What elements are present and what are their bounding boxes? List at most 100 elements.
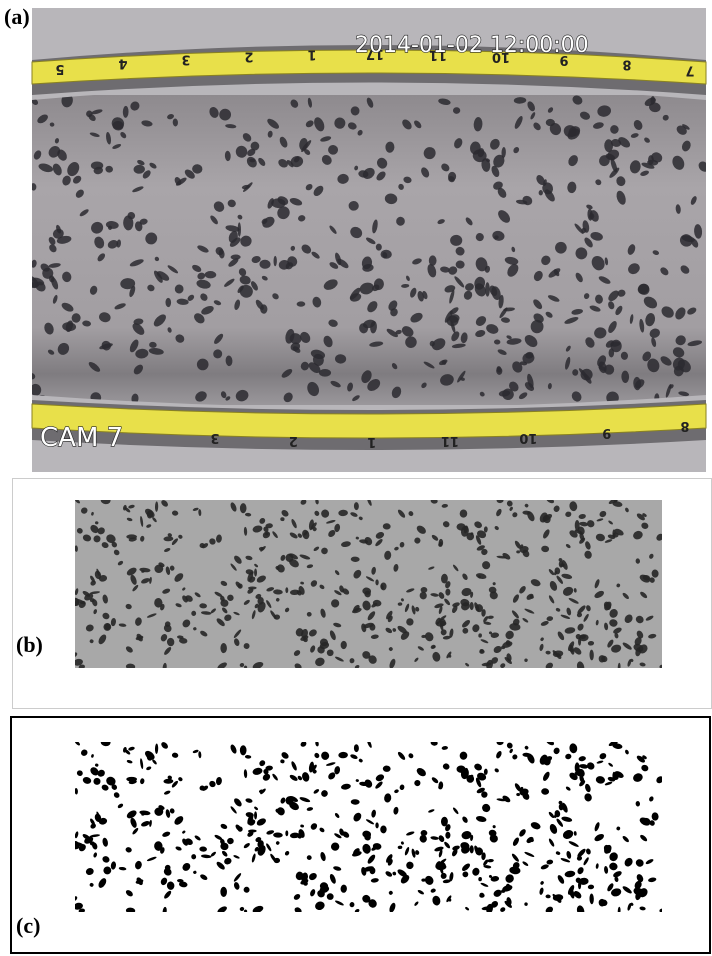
speckle [629, 314, 634, 324]
speckle [239, 503, 247, 514]
speckle [630, 133, 639, 138]
speckle [210, 608, 216, 614]
speckle [439, 615, 447, 621]
speckle [583, 373, 592, 384]
speckle [277, 206, 290, 220]
speckle [120, 131, 127, 139]
speckle [585, 541, 591, 550]
speckle [633, 530, 643, 540]
speckle [480, 882, 489, 887]
speckle [129, 339, 139, 353]
speckle [457, 370, 466, 383]
speckle [323, 279, 338, 290]
speckle [215, 776, 222, 786]
speckle [129, 259, 144, 267]
speckle [220, 599, 229, 607]
speckle [314, 510, 320, 516]
speckle [401, 283, 410, 288]
speckle [266, 830, 275, 835]
speckle [102, 612, 110, 620]
speckle [524, 334, 538, 348]
speckle [126, 810, 137, 819]
speckle [182, 619, 191, 628]
speckle [656, 776, 662, 784]
speckle [126, 776, 138, 782]
speckle [477, 530, 487, 539]
speckle [564, 316, 579, 324]
speckle [267, 118, 279, 129]
speckle [225, 124, 237, 129]
speckle [242, 133, 252, 142]
speckle [364, 833, 371, 841]
speckle [85, 624, 94, 632]
speckle [163, 536, 174, 542]
speckle [555, 851, 561, 855]
speckle [349, 293, 362, 302]
speckle [132, 584, 139, 592]
speckle [400, 598, 404, 602]
speckle [312, 296, 322, 308]
speckle [448, 654, 452, 658]
speckle [200, 611, 212, 615]
speckle [430, 500, 438, 504]
speckle [125, 646, 133, 653]
speckle [542, 757, 551, 766]
speckle [567, 885, 575, 895]
speckle [648, 877, 657, 883]
speckle [321, 790, 328, 797]
speckle [171, 510, 179, 516]
speckle [438, 835, 445, 843]
speckle [362, 600, 371, 611]
speckle [402, 119, 412, 130]
speckle [527, 101, 535, 112]
speckle [540, 620, 549, 626]
speckle [197, 272, 206, 280]
speckle [162, 588, 171, 594]
speckle [490, 876, 500, 882]
speckle [312, 527, 317, 532]
tape-number: 10 [519, 430, 537, 445]
speckle [571, 391, 582, 402]
speckle [194, 835, 201, 841]
speckle [75, 189, 84, 198]
speckle [469, 602, 474, 611]
speckle [587, 520, 595, 528]
speckle [475, 847, 484, 856]
speckle [220, 580, 228, 586]
speckle [375, 539, 383, 547]
speckle [89, 639, 94, 644]
speckle [200, 874, 208, 881]
speckle [445, 588, 451, 596]
speckle [252, 767, 263, 775]
speckle [97, 253, 106, 262]
speckle [519, 545, 529, 553]
speckle [125, 890, 133, 897]
speckle [311, 251, 320, 259]
speckle [167, 114, 174, 120]
speckle [329, 873, 336, 884]
speckle [367, 854, 376, 864]
speckle [102, 594, 108, 604]
speckle [75, 652, 78, 658]
speckle [408, 511, 414, 517]
speckle [522, 861, 529, 866]
speckle [445, 831, 451, 839]
speckle [97, 527, 105, 535]
speckle [361, 370, 372, 384]
speckle [577, 867, 584, 875]
speckle [633, 643, 644, 652]
speckle [555, 608, 561, 612]
speckle [608, 290, 619, 302]
speckle [141, 821, 150, 827]
speckle [366, 97, 374, 108]
speckle [441, 503, 448, 508]
speckle [326, 649, 334, 657]
speckle [234, 798, 242, 807]
speckle [259, 760, 266, 767]
speckle [595, 179, 602, 186]
speckle [302, 772, 310, 782]
speckle [293, 893, 301, 900]
speckle [616, 826, 621, 831]
speckle [182, 587, 186, 591]
speckle [234, 299, 241, 310]
